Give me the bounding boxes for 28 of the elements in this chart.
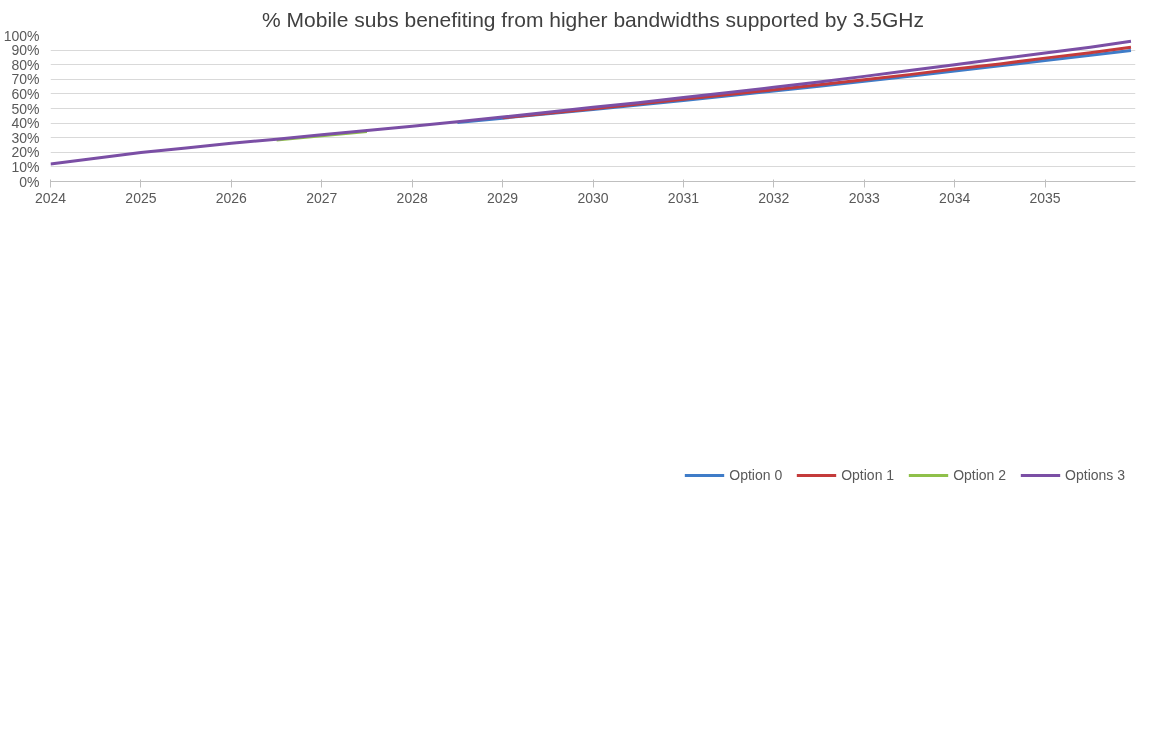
legend-label: Option 0 (729, 467, 783, 483)
x-tick-label: 2031 (667, 189, 700, 206)
y-tick-label: 30% (11, 129, 40, 146)
x-tick-label: 2024 (34, 189, 67, 206)
x-tick-label: 2027 (306, 189, 338, 206)
x-tick-label: 2030 (577, 189, 609, 206)
legend-label: Option 2 (953, 467, 1007, 483)
x-tick-label: 2025 (125, 189, 157, 206)
y-tick-label: 80% (11, 56, 40, 73)
chart-title: % Mobile subs benefiting from higher bandwidths supported by 3.5GHz (262, 7, 924, 31)
y-tick-label: 20% (11, 144, 40, 161)
y-tick-label: 50% (11, 100, 40, 117)
x-tick-label: 2035 (1029, 189, 1061, 206)
y-tick-label: 100% (3, 27, 40, 44)
x-tick-label: 2026 (215, 189, 248, 206)
x-tick-label: 2034 (939, 189, 971, 206)
y-tick-label: 40% (11, 115, 40, 132)
x-tick-label: 2033 (848, 189, 881, 206)
x-tick-label: 2028 (396, 189, 428, 206)
y-tick-label: 70% (11, 71, 40, 88)
y-tick-label: 60% (11, 85, 40, 102)
x-tick-label: 2032 (758, 189, 790, 206)
y-tick-label: 90% (11, 42, 40, 59)
legend-label: Options 3 (1065, 467, 1125, 483)
legend-label: Option 1 (841, 467, 895, 483)
y-tick-label: 0% (19, 173, 40, 190)
y-tick-label: 10% (11, 158, 40, 175)
x-tick-label: 2029 (487, 189, 519, 206)
